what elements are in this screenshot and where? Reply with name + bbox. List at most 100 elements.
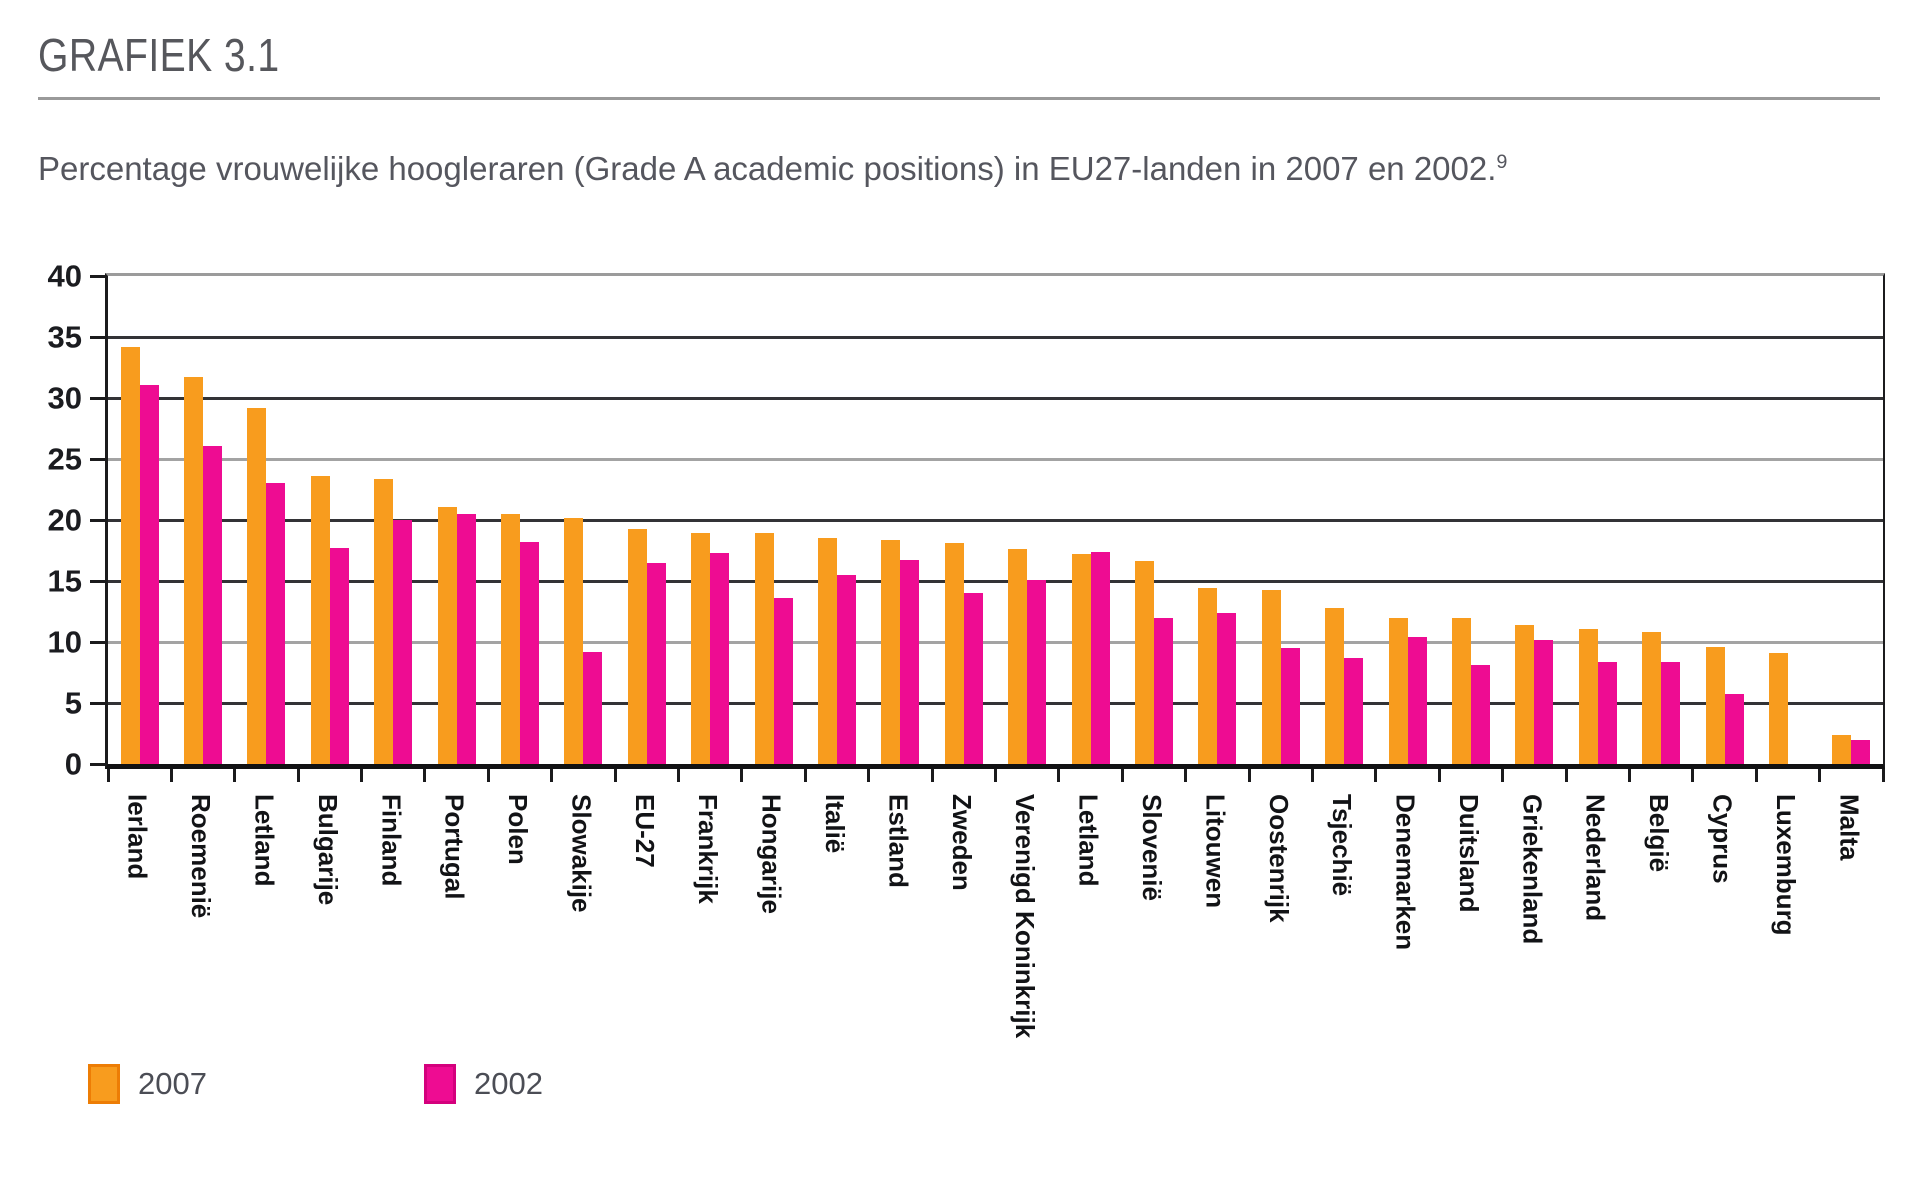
y-tick-label: 15 (47, 563, 82, 599)
y-axis-tick (90, 458, 105, 461)
legend-label-2007: 2007 (138, 1066, 207, 1101)
bar-2002 (646, 562, 666, 764)
y-tick-label: 20 (47, 502, 82, 538)
bar-2007 (1705, 646, 1725, 764)
legend-item-2007: 2007 (88, 1064, 207, 1104)
bar-2002 (1597, 661, 1617, 764)
y-axis-tick (90, 641, 105, 644)
x-category-label: Slovenië (1136, 794, 1167, 901)
y-axis-tick (90, 397, 105, 400)
x-category-label: Duitsland (1453, 794, 1484, 913)
y-tick-label: 25 (47, 441, 82, 477)
bar-2002 (1217, 612, 1237, 764)
y-tick-label: 40 (47, 258, 82, 294)
y-axis-tick (90, 702, 105, 705)
x-category-label: EU-27 (629, 794, 660, 868)
x-category-label: Polen (503, 794, 534, 865)
bar-2002 (773, 598, 793, 764)
x-axis-tick (1184, 769, 1188, 782)
gridline (108, 702, 1883, 705)
bar-2007 (818, 538, 838, 764)
bar-2002 (1027, 579, 1047, 764)
y-tick-label: 30 (47, 380, 82, 416)
bar-2002 (1344, 657, 1364, 764)
x-category-label: Portugal (439, 794, 470, 900)
x-axis-tick (1374, 769, 1378, 782)
x-category-label: Tsjechië (1327, 794, 1358, 897)
bar-2002 (837, 574, 857, 764)
bar-2007 (247, 407, 267, 764)
bar-2007 (1325, 607, 1345, 764)
legend-swatch-2007 (88, 1064, 120, 1104)
x-axis-tick (867, 769, 871, 782)
x-axis-tick (740, 769, 744, 782)
bar-2007 (691, 533, 711, 764)
x-category-label: Bulgarije (312, 794, 343, 906)
x-axis-tick (423, 769, 427, 782)
x-category-label: Cyprus (1707, 794, 1738, 884)
bar-2002 (710, 552, 730, 764)
gridline (108, 519, 1883, 522)
bar-2007 (1832, 734, 1852, 764)
x-axis-tick (106, 769, 110, 782)
x-axis-tick (486, 769, 490, 782)
x-category-label: Griekenland (1517, 794, 1548, 945)
bar-2007 (881, 539, 901, 764)
bar-2007 (1642, 632, 1662, 764)
bar-2002 (139, 384, 159, 764)
x-axis-tick (233, 769, 237, 782)
x-category-label: Letland (249, 794, 280, 887)
x-category-label: Nederland (1580, 794, 1611, 922)
x-category-label: België (1644, 794, 1675, 873)
x-category-label: Luxemburg (1770, 794, 1801, 936)
x-category-label: Letland (1073, 794, 1104, 887)
bar-2007 (437, 506, 457, 764)
x-category-label: Finland (376, 794, 407, 887)
bar-2007 (184, 377, 204, 764)
y-axis-tick (90, 275, 105, 278)
bar-2002 (1534, 639, 1554, 764)
x-category-label: Litouwen (1200, 794, 1231, 909)
bar-2002 (1470, 665, 1490, 764)
x-axis-tick (1120, 769, 1124, 782)
x-axis-tick (677, 769, 681, 782)
gridline (108, 397, 1883, 400)
x-axis-tick (1501, 769, 1505, 782)
x-category-label: Hongarije (756, 794, 787, 914)
x-axis-tick (296, 769, 300, 782)
x-category-label: Frankrijk (693, 794, 724, 904)
bar-2002 (583, 651, 603, 764)
bar-2007 (627, 528, 647, 764)
y-tick-label: 0 (64, 746, 82, 782)
bar-2007 (374, 478, 394, 764)
x-category-label: Slowakije (566, 794, 597, 913)
bar-2007 (501, 513, 521, 764)
x-axis-tick (1057, 769, 1061, 782)
x-axis-tick (360, 769, 364, 782)
x-category-label: Italië (820, 794, 851, 854)
y-axis-tick (90, 336, 105, 339)
y-tick-label: 10 (47, 624, 82, 660)
title-divider (38, 97, 1880, 100)
bar-2007 (1768, 652, 1788, 764)
y-axis-tick (90, 519, 105, 522)
bar-2002 (900, 560, 920, 764)
bar-2007 (1515, 624, 1535, 764)
y-axis-tick (90, 580, 105, 583)
bar-2002 (203, 445, 223, 764)
bar-2007 (1578, 628, 1598, 764)
gridline (108, 580, 1883, 583)
x-axis-tick (550, 769, 554, 782)
bar-2007 (1261, 589, 1281, 764)
x-axis-tick (1437, 769, 1441, 782)
bar-2002 (1724, 694, 1744, 764)
gridline (108, 458, 1883, 461)
bar-2007 (1008, 549, 1028, 764)
bar-2007 (1451, 617, 1471, 764)
x-axis-tick (930, 769, 934, 782)
bar-2002 (456, 513, 476, 764)
bar-2002 (1153, 617, 1173, 764)
x-axis-tick (1881, 769, 1885, 782)
x-category-label: Zweden (946, 794, 977, 891)
